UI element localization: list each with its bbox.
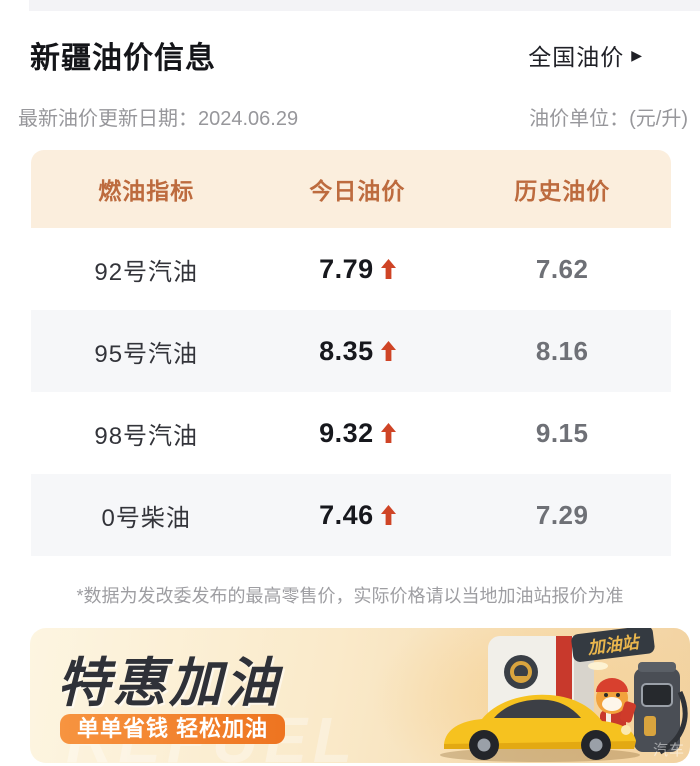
- history-price: 7.29: [535, 499, 589, 530]
- car-headlight: [621, 725, 631, 735]
- fuel-name: 98号汽油: [94, 422, 199, 450]
- price-up-arrow-icon: [380, 505, 396, 525]
- national-prices-link[interactable]: 全国油价 ▶: [528, 38, 642, 72]
- today-price: 8.35: [319, 335, 374, 366]
- fuel-price-table: 燃油指标 今日油价 历史油价 92号汽油 7.79 7.62 95号汽油 8.3…: [31, 150, 671, 556]
- car-window: [494, 699, 581, 718]
- column-header-history: 历史油价: [514, 178, 611, 204]
- table-row: 0号柴油 7.46 7.29: [31, 474, 671, 556]
- tiger-cap: [596, 678, 628, 692]
- fuel-pump: [634, 662, 688, 755]
- fuel-nozzle-icon: [619, 701, 637, 723]
- national-prices-label: 全国油价: [528, 44, 625, 70]
- top-cutoff-strip: [29, 0, 700, 11]
- price-up-arrow-icon: [380, 423, 396, 443]
- fuel-name: 0号柴油: [101, 504, 191, 532]
- price-up-arrow-icon: [380, 259, 396, 279]
- banner-headline: 特惠加油: [57, 654, 281, 713]
- price-up-arrow-icon: [380, 341, 396, 361]
- history-price: 9.15: [535, 417, 589, 448]
- data-source-footnote: *数据为发改委发布的最高零售价，实际价格请以当地加油站报价为准: [76, 586, 624, 606]
- station-sign: 加油站: [571, 628, 655, 662]
- column-header-today: 今日油价: [309, 178, 406, 204]
- history-price: 8.16: [535, 335, 589, 366]
- history-price: 7.62: [535, 253, 589, 284]
- update-date-label: 最新油价更新日期：2024.06.29: [18, 108, 299, 130]
- pump-hose: [658, 690, 688, 755]
- chevron-right-icon: ▶: [631, 47, 642, 63]
- yellow-sports-car: [444, 694, 636, 760]
- today-price: 9.32: [319, 417, 374, 448]
- fuel-name: 95号汽油: [94, 340, 199, 368]
- fuel-name: 92号汽油: [94, 258, 199, 286]
- corner-watermark: 汽车: [652, 742, 685, 759]
- table-row: 95号汽油 8.35 8.16: [31, 310, 671, 392]
- table-header-row: 燃油指标 今日油价 历史油价: [31, 150, 671, 228]
- promo-banner[interactable]: REFUEL 加油站: [30, 628, 690, 763]
- gas-station-kiosk: [488, 636, 594, 736]
- today-price: 7.46: [319, 499, 374, 530]
- page-title: 新疆油价信息: [30, 42, 216, 75]
- column-header-fuel: 燃油指标: [98, 178, 195, 204]
- meta-row: 最新油价更新日期：2024.06.29 油价单位：(元/升): [18, 102, 688, 131]
- station-logo-icon: [504, 655, 538, 689]
- page-header: 新疆油价信息 全国油价 ▶: [30, 33, 642, 77]
- today-price: 7.79: [319, 253, 374, 284]
- table-row: 92号汽油 7.79 7.62: [31, 228, 671, 310]
- sign-lamp: [588, 662, 608, 670]
- table-row: 98号汽油 9.32 9.15: [31, 392, 671, 474]
- price-unit-label: 油价单位：(元/升): [529, 108, 688, 130]
- banner-illustration: 加油站: [440, 628, 688, 762]
- banner-subline-pill: 单单省钱 轻松加油: [60, 714, 286, 744]
